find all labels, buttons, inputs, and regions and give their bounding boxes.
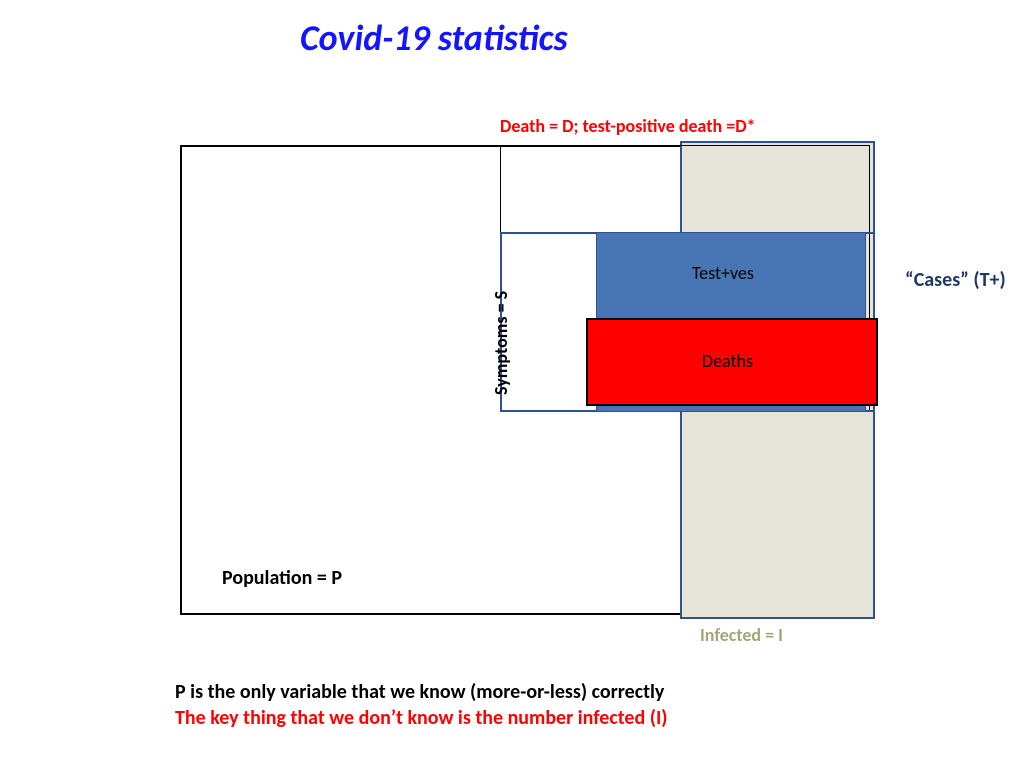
- label-deaths: Deaths: [702, 350, 753, 372]
- label-infected: Infected = I: [700, 624, 783, 646]
- label-symptoms: Symptoms = S: [490, 291, 512, 395]
- label-population: Population = P: [222, 566, 342, 590]
- footer-line-2: The key thing that we don’t know is the …: [175, 706, 668, 730]
- footer-line-1: P is the only variable that we know (mor…: [175, 680, 664, 704]
- label-testpos: Test+ves: [692, 262, 754, 284]
- label-cases: “Cases” (T+): [905, 268, 1006, 292]
- label-death: Death = D; test-positive death =D*: [500, 115, 756, 137]
- slide-title: Covid-19 statistics: [300, 16, 568, 60]
- diagram-stage: Covid-19 statistics Death = D; test-posi…: [0, 0, 1024, 768]
